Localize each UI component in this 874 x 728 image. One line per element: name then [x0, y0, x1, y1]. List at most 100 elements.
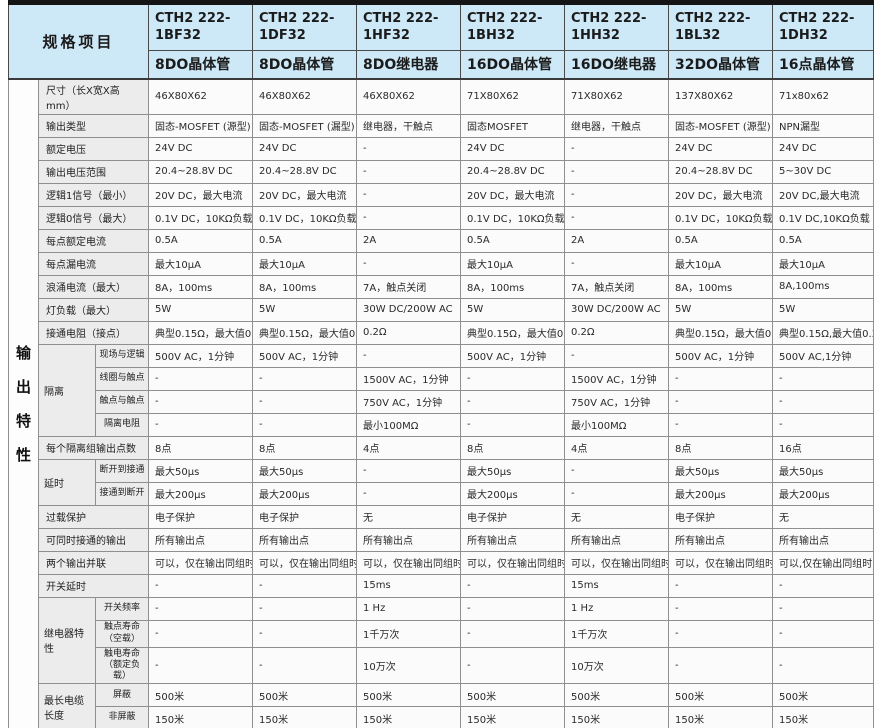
sub-row-label: 接通到断开 — [94, 481, 150, 506]
spec-cell: 1千万次 — [356, 619, 462, 648]
spec-cell: 0.1V DC，10KΩ负载 — [252, 205, 358, 230]
spec-cell: 最大10μA — [460, 251, 566, 276]
spec-cell: - — [148, 596, 254, 621]
column-type-header: 16DO继电器 — [564, 50, 670, 79]
column-model-header: CTH2 222-1DH32 — [772, 2, 874, 51]
spec-cell: 固态-MOSFET (源型) — [668, 113, 774, 138]
spec-cell: 2A — [356, 228, 462, 253]
spec-cell: - — [460, 366, 566, 391]
side-axis-label: 输出特性 — [8, 77, 39, 728]
table-row: 可同时接通的输出 所有输出点 所有输出点 所有输出点 所有输出点 所有输出点 所有输出点 所有… — [9, 527, 874, 552]
spec-cell: 150米 — [460, 706, 566, 728]
spec-cell: 71X80X62 — [460, 78, 566, 115]
spec-cell: 0.5A — [252, 228, 358, 253]
table-row: 延时 断开到接通 最大50μs 最大50μs - 最大50μs - 最大50μs 最大50μs — [9, 458, 874, 506]
spec-cell: 20.4~28.8V DC — [148, 159, 254, 184]
row-label: 尺寸（长X宽X高mm） — [37, 78, 150, 115]
spec-cell: 所有输出点 — [148, 527, 254, 552]
spec-cell: 500米 — [460, 683, 566, 708]
spec-cell: 137X80X62 — [668, 78, 774, 115]
spec-cell: NPN漏型 — [772, 113, 874, 138]
spec-cell: - — [772, 596, 874, 621]
spec-cell: 可以，仅在输出同组时 — [564, 550, 670, 575]
table-row: 输出电压范围 20.4~28.8V DC 20.4~28.8V DC -20.4~28… — [9, 159, 874, 184]
spec-cell: - — [460, 389, 566, 414]
spec-cell: 最小100MΩ — [564, 412, 670, 437]
spec-cell: 0.2Ω — [564, 320, 670, 345]
spec-cell: 最大200μs — [148, 481, 254, 506]
group-label: 延时 — [38, 458, 96, 506]
spec-cell: - — [356, 343, 462, 368]
spec-cell: - — [564, 205, 670, 230]
spec-cell: - — [252, 646, 358, 685]
spec-cell: - — [772, 573, 874, 598]
spec-cell: - — [356, 136, 462, 161]
spec-cell: 所有输出点 — [252, 527, 358, 552]
spec-cell: 500米 — [564, 683, 670, 708]
column-type-header: 8DO晶体管 — [252, 50, 358, 79]
spec-cell: 可以,仅在输出同组时 — [772, 550, 874, 575]
table-row: 开关延时 - -15ms -15ms - - — [9, 573, 874, 598]
spec-cell: 500米 — [668, 683, 774, 708]
spec-cell: 8点 — [460, 435, 566, 460]
spec-cell: 最大10μA — [148, 251, 254, 276]
spec-cell: 24V DC — [460, 136, 566, 161]
table-row: 逻辑0信号（最大） 0.1V DC，10KΩ负载 0.1V DC，10KΩ负载 -0.… — [9, 205, 874, 230]
sub-row-label: 非屏蔽 — [94, 706, 150, 728]
spec-cell: 16点 — [772, 435, 874, 460]
spec-cell: 150米 — [356, 706, 462, 728]
row-label: 可同时接通的输出 — [37, 527, 150, 552]
sub-row-label: 触点寿命（空载） — [94, 619, 150, 648]
spec-cell: - — [148, 619, 254, 648]
table-row: 额定电压 24V DC 24V DC -24V DC -24V DC 24V DC — [9, 136, 874, 161]
spec-cell: 7A，触点关闭 — [356, 274, 462, 299]
column-model-header: CTH2 222-1DF32 — [252, 2, 358, 51]
spec-cell: - — [252, 412, 358, 437]
spec-cell: 4点 — [356, 435, 462, 460]
spec-cell: - — [564, 251, 670, 276]
spec-cell: 1 Hz — [564, 596, 670, 621]
corner-header: 规格项目 — [7, 2, 150, 79]
spec-cell: 8A,100ms — [772, 274, 874, 299]
table-row: 过载保护 电子保护 电子保护无电子保护无电子保护无 — [9, 504, 874, 529]
spec-cell: - — [668, 389, 774, 414]
table-row: 触点与触点 - -750V AC，1分钟 -750V AC，1分钟 - - — [9, 389, 874, 414]
spec-cell: - — [564, 343, 670, 368]
spec-cell: 可以，仅在输出同组时 — [668, 550, 774, 575]
sub-row-label: 隔离电阻 — [94, 412, 150, 437]
row-label: 浪涌电流（最大） — [37, 274, 150, 299]
table-row: 最长电缆长度 屏蔽 500米 500米 500米 500米 500米 500米 500米 — [9, 683, 874, 728]
spec-cell: 电子保护 — [668, 504, 774, 529]
row-label: 过载保护 — [37, 504, 150, 529]
spec-cell: - — [668, 366, 774, 391]
column-model-header: CTH2 222-1BH32 — [460, 2, 566, 51]
spec-cell: - — [252, 619, 358, 648]
spec-cell: 5~30V DC — [772, 159, 874, 184]
spec-cell: - — [564, 182, 670, 207]
spec-cell: 30W DC/200W AC — [564, 297, 670, 322]
spec-cell: - — [356, 182, 462, 207]
spec-cell: 最大200μs — [252, 481, 358, 506]
spec-cell: 10万次 — [564, 646, 670, 685]
spec-cell: 20.4~28.8V DC — [252, 159, 358, 184]
spec-cell: - — [772, 389, 874, 414]
spec-cell: - — [148, 366, 254, 391]
table-row: 输出特性尺寸（长X宽X高mm） 46X80X62 46X80X62 46X80X62 7… — [8, 77, 874, 728]
spec-cell: 5W — [148, 297, 254, 322]
spec-cell: 0.1V DC,10KΩ负载 — [772, 205, 874, 230]
spec-cell: 10万次 — [356, 646, 462, 685]
spec-cell: 可以，仅在输出同组时 — [252, 550, 358, 575]
spec-cell: 最大50μs — [460, 458, 566, 483]
sub-row-label: 开关频率 — [94, 596, 150, 621]
spec-table: 规格项目 CTH2 222-1BF32 CTH2 222-1DF32 CTH2 22… — [7, 0, 874, 728]
spec-cell: 所有输出点 — [356, 527, 462, 552]
spec-cell: - — [252, 573, 358, 598]
spec-cell: 0.5A — [668, 228, 774, 253]
spec-cell: - — [148, 412, 254, 437]
spec-cell: - — [356, 481, 462, 506]
row-label: 开关延时 — [37, 573, 150, 598]
spec-cell: 最大200μs — [772, 481, 874, 506]
spec-cell: - — [668, 412, 774, 437]
spec-cell: 最大50μs — [772, 458, 874, 483]
column-model-header: CTH2 222-1HF32 — [356, 2, 462, 51]
